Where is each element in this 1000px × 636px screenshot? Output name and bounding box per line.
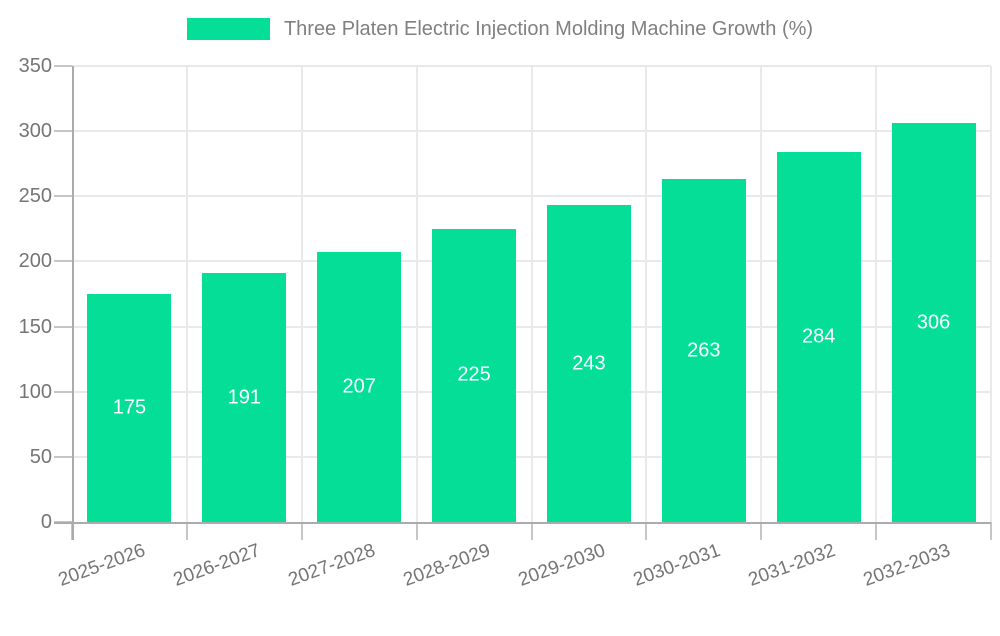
x-tick [760,522,763,540]
bar-value-label: 225 [457,363,491,386]
x-tick-label: 2027-2028 [285,540,379,591]
y-tick-label: 0 [40,511,52,533]
bar-value-label: 207 [342,375,376,398]
bar-value-label: 191 [227,386,261,409]
y-tick [54,455,72,458]
bar[interactable]: 191 [202,273,287,522]
v-gridline [300,66,303,522]
bar[interactable]: 284 [776,151,861,522]
y-tick-label: 200 [18,250,52,273]
y-tick [54,130,72,133]
y-tick-label: 50 [29,445,52,468]
v-gridline [415,66,418,522]
x-tick [415,522,418,540]
bar[interactable]: 243 [546,205,631,522]
x-tick [645,522,648,540]
legend-swatch [186,18,270,40]
v-gridline [875,66,878,522]
y-tick [54,65,72,67]
v-gridline [185,66,188,522]
bar[interactable]: 306 [891,123,976,522]
bar-value-label: 284 [802,325,836,348]
y-tick-label: 250 [18,185,52,208]
y-tick-label: 350 [18,55,52,77]
v-gridline [760,66,763,522]
bar[interactable]: 175 [87,294,172,522]
x-tick-label: 2032-2033 [860,540,953,591]
y-tick-label: 150 [18,315,52,338]
y-tick-label: 300 [18,120,52,143]
x-tick [185,522,188,540]
bar-value-label: 263 [687,339,721,362]
y-tick-label: 100 [18,380,52,403]
bar[interactable]: 225 [432,228,517,522]
y-tick [54,195,72,198]
x-tick-label: 2026-2027 [170,540,264,591]
v-gridline [990,66,992,522]
v-gridline [645,66,648,522]
x-tick-label: 2030-2031 [630,540,723,591]
y-axis-line [72,66,74,540]
y-tick [54,325,72,328]
bar[interactable]: 263 [661,179,746,522]
x-tick [530,522,533,540]
x-axis-line [54,522,991,524]
bar-value-label: 306 [916,311,951,334]
x-tick [875,522,878,540]
x-tick-label: 2031-2032 [745,540,838,591]
v-gridline [530,66,533,522]
chart-legend[interactable]: Three Platen Electric Injection Molding … [0,12,1000,46]
y-tick [54,260,72,263]
x-tick [990,522,992,540]
x-tick [300,522,303,540]
legend-label: Three Platen Electric Injection Molding … [283,17,814,40]
bar-value-label: 243 [572,352,606,375]
y-tick [54,390,72,393]
bar-value-label: 175 [112,396,147,419]
x-tick-label: 2028-2029 [400,540,494,591]
x-tick-label: 2029-2030 [515,540,609,591]
bar[interactable]: 207 [317,252,402,522]
bar-chart: Three Platen Electric Injection Molding … [0,12,1000,591]
